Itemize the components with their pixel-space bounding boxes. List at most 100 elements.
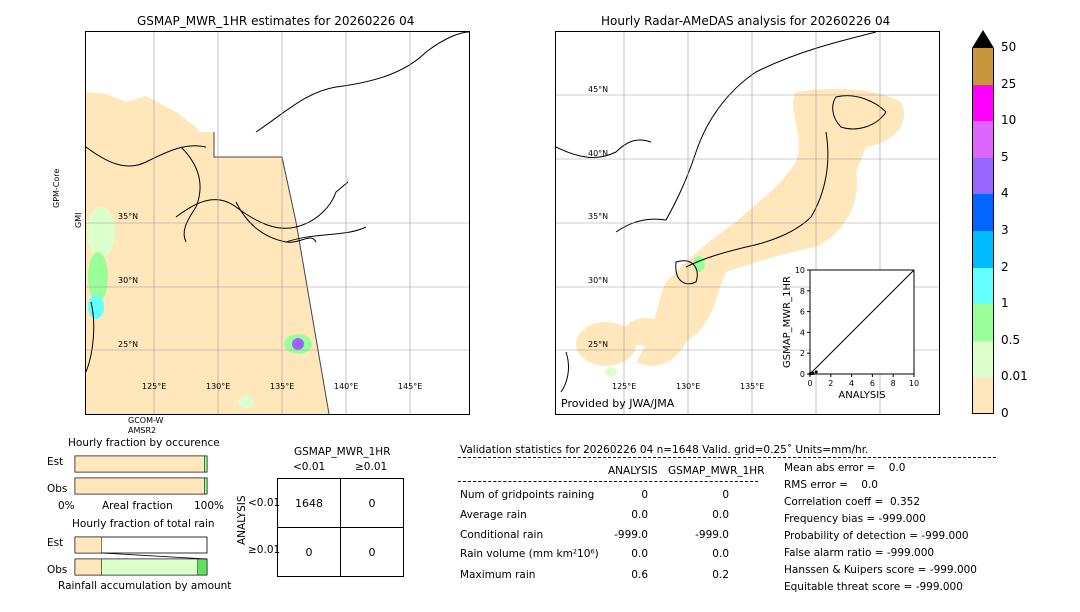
contingency-cell: 0 — [340, 527, 404, 577]
validation-row-analysis: 0.0 — [631, 509, 648, 521]
scatter-y-tick-label: 2 — [800, 349, 805, 358]
colorbar-segment — [972, 194, 994, 231]
left-lon-140: 140°E — [334, 382, 359, 391]
colorbar-tick-label: 50 — [1001, 40, 1017, 54]
score-line: RMS error = 0.0 — [784, 479, 878, 491]
left-lat-25: 25°N — [118, 340, 139, 349]
validation-row-gsmap: 0.0 — [712, 509, 729, 521]
radar-credit: Provided by JWA/JMA — [561, 397, 675, 410]
colorbar-segment — [972, 84, 994, 122]
validation-row-label: Rain volume (mm km²10⁶) — [460, 548, 599, 560]
right-lat-25: 25°N — [588, 340, 609, 349]
validation-row-label: Num of gridpoints raining — [460, 489, 595, 501]
rain-patch — [238, 396, 254, 408]
left-lat-30: 30°N — [118, 276, 139, 285]
scatter-x-tick-label: 0 — [807, 379, 812, 388]
bar-segment — [204, 477, 208, 495]
coastline — [180, 146, 201, 243]
coastline — [235, 201, 317, 243]
left-bottom-label-2: AMSR2 — [128, 426, 157, 435]
contingency-cell: 0 — [277, 527, 341, 577]
scatter-x-tick-label: 6 — [870, 379, 875, 388]
scatter-y-tick-label: 10 — [795, 266, 805, 275]
bar-segment — [74, 477, 205, 495]
colorbar-tick-label: 0 — [1001, 406, 1009, 420]
bar-segment — [74, 558, 102, 576]
scatter-y-tick-label: 0 — [800, 370, 805, 379]
occurrence-tick-100: 100% — [194, 500, 225, 512]
scatter-x-tick-label: 2 — [828, 379, 833, 388]
scatter-x-tick-label: 10 — [909, 379, 919, 388]
occurrence-obs-label: Obs — [47, 483, 68, 495]
colorbar-tick-label: 1 — [1001, 296, 1009, 311]
coastline — [255, 32, 469, 133]
coastline — [175, 181, 349, 229]
score-line: False alarm ratio = -999.000 — [784, 547, 935, 559]
coastline — [832, 95, 887, 130]
contingency-col-1: <0.01 — [293, 461, 326, 473]
bar-segment — [74, 455, 205, 473]
validation-row-label: Conditional rain — [460, 529, 544, 541]
score-line: Mean abs error = 0.0 — [784, 462, 906, 474]
bar-connector-line — [101, 552, 208, 560]
right-lat-40: 40°N — [588, 149, 609, 158]
colorbar-tick-label: 10 — [1001, 113, 1017, 128]
scatter-y-tick-label: 8 — [800, 287, 805, 296]
scatter-y-tick-label: 4 — [800, 328, 805, 337]
right-lon-135: 135°E — [740, 382, 765, 391]
right-lat-30: 30°N — [588, 276, 609, 285]
left-lat-35: 35°N — [118, 212, 139, 221]
colorbar: 50 25 10 5 4 3 2 1 0.5 0.01 0 — [972, 30, 1028, 420]
right-lon-130: 130°E — [676, 382, 701, 391]
validation-row-gsmap: 0 — [722, 489, 729, 501]
total-rain-obs-label: Obs — [47, 564, 68, 576]
occurrence-est-label: Est — [47, 456, 64, 468]
rain-patch — [87, 207, 115, 257]
occurrence-chart — [74, 455, 208, 495]
coastline — [615, 32, 877, 233]
bar-segment — [101, 558, 199, 576]
coastline — [685, 131, 829, 268]
rain-patch — [88, 252, 108, 302]
colorbar-segment — [972, 231, 994, 268]
colorbar-segment — [972, 340, 994, 378]
scatter-x-tick-label: 4 — [849, 379, 854, 388]
score-line: Correlation coeff = 0.352 — [784, 496, 920, 508]
validation-divider — [458, 481, 758, 482]
scatter-point — [814, 370, 818, 374]
scatter-y-tick-label: 6 — [800, 308, 805, 317]
validation-row-gsmap: 0.0 — [712, 548, 729, 560]
contingency-row-2: ≥0.01 — [248, 544, 281, 556]
left-lon-135: 135°E — [270, 382, 295, 391]
validation-row-analysis: 0.0 — [631, 548, 648, 560]
colorbar-segment — [972, 48, 994, 85]
rain-patch — [605, 367, 617, 377]
coastline — [86, 145, 207, 167]
colorbar-tick-label: 25 — [1001, 76, 1017, 91]
validation-row-gsmap: -999.0 — [695, 529, 729, 541]
bar-segment — [197, 558, 208, 576]
left-swath-top — [86, 92, 206, 150]
right-lon-125: 125°E — [612, 382, 637, 391]
colorbar-segment — [972, 267, 994, 305]
left-side-label-2: GMI — [74, 212, 83, 228]
left-lon-125: 125°E — [142, 382, 167, 391]
total-rain-title: Hourly fraction of total rain — [72, 518, 215, 530]
colorbar-tick-label: 2 — [1001, 259, 1009, 274]
rain-patch — [693, 256, 705, 272]
right-map-title: Hourly Radar-AMeDAS analysis for 2026022… — [601, 14, 891, 28]
bar-segment — [74, 536, 102, 554]
total-rain-chart — [74, 536, 208, 576]
colorbar-tick-label: 0.5 — [1001, 332, 1021, 347]
colorbar-bottom-edge — [972, 413, 994, 414]
coastline — [675, 260, 698, 285]
rain-patch — [292, 338, 304, 350]
total-rain-est-label: Est — [47, 537, 64, 549]
left-map — [85, 31, 470, 415]
validation-row-analysis: 0.6 — [631, 569, 648, 581]
colorbar-segment — [972, 304, 994, 341]
contingency-title: GSMAP_MWR_1HR — [294, 446, 391, 458]
right-lat-45: 45°N — [588, 85, 609, 94]
contingency-table: 1648 0 0 0 — [277, 478, 404, 577]
validation-col-gsmap: GSMAP_MWR_1HR — [668, 465, 765, 477]
